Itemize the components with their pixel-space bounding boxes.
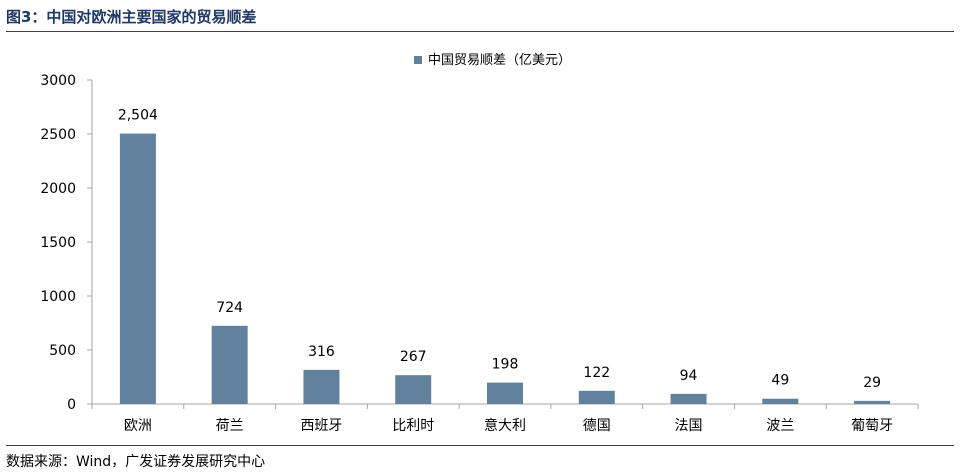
data-label: 49: [771, 373, 789, 389]
data-label: 94: [680, 368, 698, 384]
x-tick-label: 德国: [583, 418, 611, 434]
title-divider: [6, 31, 954, 32]
y-tick-label: 1500: [40, 235, 76, 251]
y-tick-label: 2000: [40, 181, 76, 197]
data-label: 29: [863, 375, 881, 391]
data-label: 724: [216, 300, 243, 316]
data-label: 122: [583, 365, 610, 381]
figure-title: 图3：中国对欧洲主要国家的贸易顺差: [6, 8, 257, 26]
data-label: 267: [400, 349, 427, 365]
bar-2: [211, 325, 248, 404]
x-tick-label: 葡萄牙: [851, 418, 893, 434]
bar-9: [854, 400, 891, 404]
x-tick-label: 欧洲: [124, 418, 152, 434]
data-label: 2,504: [118, 108, 158, 124]
x-tick-label: 意大利: [484, 417, 526, 434]
bar-8: [762, 398, 799, 404]
y-tick-label: 1000: [40, 289, 76, 305]
legend-swatch: [414, 56, 422, 64]
legend-label: 中国贸易顺差（亿美元）: [428, 53, 571, 68]
y-tick-label: 500: [49, 343, 76, 359]
bar-3: [303, 369, 340, 404]
bar-6: [578, 390, 615, 404]
data-label: 316: [308, 344, 335, 360]
bar-7: [670, 393, 707, 404]
bar-1: [119, 133, 156, 404]
x-tick-label: 法国: [675, 418, 703, 434]
source-note: 数据来源：Wind，广发证券发展研究中心: [6, 454, 266, 470]
x-tick-label: 西班牙: [300, 418, 342, 434]
data-label: 198: [492, 357, 519, 373]
y-tick-label: 3000: [40, 73, 76, 89]
bar-4: [395, 375, 432, 404]
source-divider: [6, 445, 954, 446]
x-tick-label: 波兰: [766, 418, 794, 434]
y-tick-label: 0: [67, 397, 76, 413]
bar-5: [487, 382, 523, 404]
y-tick-label: 2500: [40, 127, 76, 143]
x-tick-label: 荷兰: [216, 418, 244, 434]
x-tick-label: 比利时: [392, 418, 434, 434]
